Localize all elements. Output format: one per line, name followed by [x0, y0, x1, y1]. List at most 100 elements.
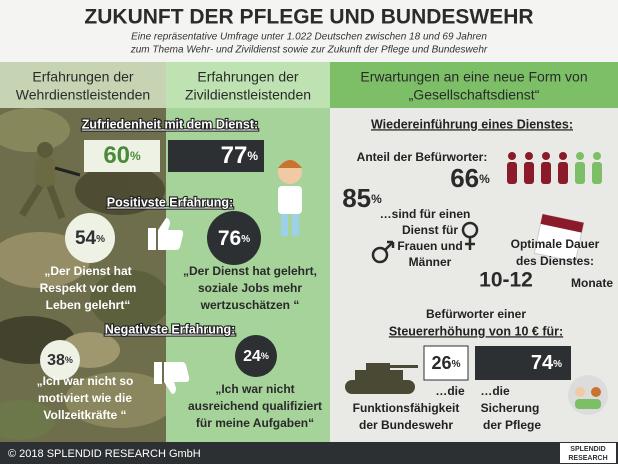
- unit: %: [130, 149, 141, 163]
- value-box: [423, 345, 469, 381]
- label: der Pflege: [483, 418, 541, 432]
- person-head: [593, 152, 601, 160]
- quote: wertzuschätzen “: [200, 298, 300, 312]
- quote: für meine Aufgaben“: [196, 416, 314, 430]
- value-circle: [65, 213, 115, 263]
- percent-value: 85%: [342, 183, 382, 213]
- duration-value: 10-12: [479, 269, 533, 292]
- quote: „Der Dienst hat: [44, 264, 131, 278]
- unit: %: [241, 234, 250, 245]
- person-head: [559, 152, 567, 160]
- gender-symbols: [371, 221, 479, 264]
- section-label: Steuererhöhung von 10 € für:: [389, 324, 563, 338]
- col-head-bg: [166, 62, 330, 108]
- value-box: [84, 140, 160, 172]
- label: Optimale Dauer: [511, 237, 600, 251]
- subtitle: Eine repräsentative Umfrage unter 1.022 …: [131, 32, 487, 43]
- percent-value: 66%: [450, 163, 490, 193]
- person-head: [508, 152, 516, 160]
- calendar-icon: [533, 213, 585, 263]
- label: Dienst für: [402, 223, 458, 237]
- logo: SPLENDID: [570, 446, 605, 453]
- label: Monate: [571, 276, 613, 290]
- person-head: [525, 152, 533, 160]
- section-label: Positivste Erfahrung:: [107, 195, 233, 209]
- label: Funktionsfähigkeit: [353, 401, 460, 415]
- column-title: Erwartungen an eine neue Form von: [360, 69, 587, 85]
- label: …die: [480, 384, 510, 398]
- number: 60: [103, 142, 130, 169]
- percent-value: 54%: [75, 228, 105, 249]
- title: ZUKUNFT DER PFLEGE UND BUNDESWEHR: [84, 6, 533, 29]
- label: Befürworter einer: [426, 307, 526, 321]
- tank-icon: [345, 363, 418, 394]
- number: 24: [243, 348, 261, 365]
- unit: %: [553, 359, 562, 370]
- unit: %: [247, 149, 258, 163]
- unit: %: [371, 192, 382, 206]
- percent-value: 77%: [221, 142, 259, 169]
- column-title: Erfahrungen der: [197, 69, 299, 85]
- quote: soziale Jobs mehr: [198, 281, 302, 295]
- percent-value: 38%: [47, 352, 73, 369]
- soldier-icon: [19, 142, 81, 220]
- column-title: Zivildienstleistenden: [185, 87, 311, 103]
- person-body: [524, 162, 534, 184]
- number: 66: [450, 163, 479, 193]
- label: Frauen und: [397, 239, 462, 253]
- footer-bg: [0, 442, 618, 464]
- quote: Respekt vor dem: [40, 281, 137, 295]
- label: Sicherung: [481, 401, 540, 415]
- medical-icon: [568, 375, 608, 415]
- quote: ausreichend qualifiziert: [188, 399, 322, 413]
- logo-bg: [560, 443, 616, 463]
- percent-value: 26%: [432, 353, 461, 373]
- number: 26: [432, 353, 452, 373]
- logo: RESEARCH: [568, 455, 607, 462]
- label: Männer: [409, 255, 452, 269]
- quote: „Ich war nicht so: [37, 374, 134, 388]
- label: der Bundeswehr: [359, 418, 453, 432]
- col-head-bg: [0, 62, 166, 108]
- number: 54: [75, 228, 97, 249]
- quote: „Ich war nicht: [215, 382, 294, 396]
- column-title: Wehrdienstleistenden: [16, 87, 150, 103]
- person-head: [576, 152, 584, 160]
- copyright: © 2018 SPLENDID RESEARCH GmbH: [8, 448, 201, 460]
- people-icons: [507, 152, 602, 184]
- person-body: [558, 162, 568, 184]
- value-box: [475, 346, 571, 380]
- number: 74: [531, 352, 554, 374]
- label: …die: [435, 384, 465, 398]
- percent-value: 24%: [243, 348, 269, 365]
- percent-value: 76%: [218, 227, 250, 250]
- section-label: Wiedereinführung eines Dienstes:: [371, 117, 573, 131]
- person-head: [542, 152, 550, 160]
- quote: „Der Dienst hat gelehrt,: [183, 264, 317, 278]
- doctor-icon: [278, 160, 302, 236]
- quote: Vollzeitkräfte “: [43, 408, 126, 422]
- number: 85: [342, 183, 371, 213]
- section-label: Zufriedenheit mit dem Dienst:: [82, 117, 258, 131]
- number: 76: [218, 227, 241, 250]
- column-title: „Gesellschaftsdienst“: [409, 87, 540, 103]
- number: 38: [47, 352, 65, 369]
- unit: %: [479, 172, 490, 186]
- person-body: [592, 162, 602, 184]
- percent-value: 60%: [103, 142, 141, 169]
- col-head-bg: [330, 62, 618, 108]
- percent-value: 74%: [531, 352, 562, 374]
- label: Anteil der Befürworter:: [357, 150, 488, 164]
- label: des Dienstes:: [516, 254, 594, 268]
- person-body: [541, 162, 551, 184]
- value-circle: [235, 335, 277, 377]
- unit: %: [96, 234, 105, 245]
- label: …sind für einen: [380, 207, 471, 221]
- section-label: Negativste Erfahrung:: [105, 322, 236, 336]
- value-circle: [40, 340, 80, 380]
- subtitle: zum Thema Wehr- und Zivildienst sowie zu…: [130, 45, 488, 56]
- person-body: [575, 162, 585, 184]
- value-box: [168, 140, 264, 172]
- person-body: [507, 162, 517, 184]
